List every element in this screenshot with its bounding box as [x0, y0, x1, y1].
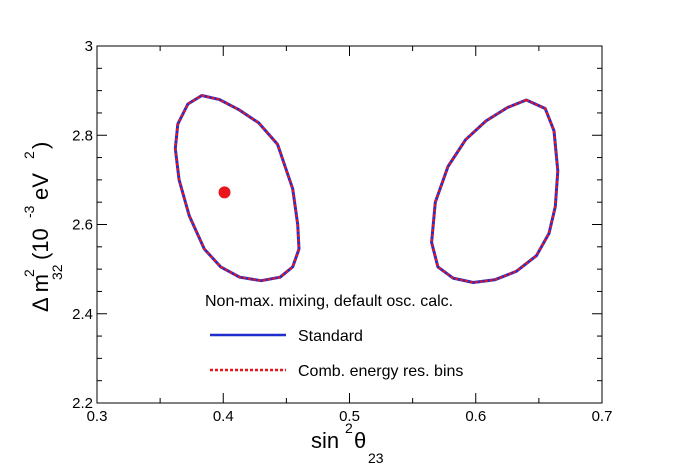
tick-labels: 0.3 0.4 0.5 0.6 0.7 2.2 2.4 2.6 2.8 3: [72, 38, 612, 425]
svg-text:Δ m 2 32 (10: Δ m 2 32 (10 -3 eV 2 ): [21, 142, 66, 312]
contour-comb-energy-upper-octant: [430, 98, 559, 284]
x-label-sup: 2: [345, 420, 353, 436]
x-label-theta: θ: [354, 428, 366, 453]
y-axis-label: Δ m 2 32 (10 -3 eV 2 ): [21, 142, 66, 312]
y-label-exp: -3: [21, 205, 37, 218]
y-tick-label: 2.2: [72, 395, 93, 412]
y-tick-label: 2.6: [72, 217, 93, 234]
axis-ticks: [96, 45, 603, 404]
x-tick-label: 0.3: [87, 408, 108, 425]
legend-label-comb-energy: Comb. energy res. bins: [298, 363, 463, 380]
y-label-paren-close: ): [28, 142, 53, 149]
y-label-paren-open: (10: [28, 228, 53, 260]
y-label-sup: 2: [21, 269, 37, 277]
x-axis-label: sin 2 θ 23: [311, 420, 384, 466]
y-tick-label: 2.4: [72, 306, 93, 323]
x-label-sub: 23: [368, 450, 384, 466]
x-tick-label: 0.4: [213, 408, 234, 425]
y-label-delta: Δ m: [28, 274, 53, 312]
x-tick-label: 0.6: [465, 408, 486, 425]
x-tick-label: 0.5: [339, 408, 360, 425]
best-fit-layer: [218, 186, 231, 199]
y-tick-label: 3: [85, 38, 93, 55]
y-label-unit-sup: 2: [21, 151, 37, 159]
contour-lines: [173, 94, 560, 284]
y-label-sub: 32: [49, 264, 65, 280]
legend-label-standard: Standard: [298, 328, 363, 345]
x-tick-label: 0.7: [592, 408, 613, 425]
contour-comb-energy-lower-octant: [174, 94, 301, 282]
y-label-unit: eV: [28, 173, 53, 200]
best-fit-point: [218, 186, 231, 199]
plot-frame: [96, 45, 603, 404]
legend-title: Non-max. mixing, default osc. calc.: [205, 293, 453, 310]
y-tick-label: 2.8: [72, 127, 93, 144]
x-label-main: sin: [311, 428, 339, 453]
